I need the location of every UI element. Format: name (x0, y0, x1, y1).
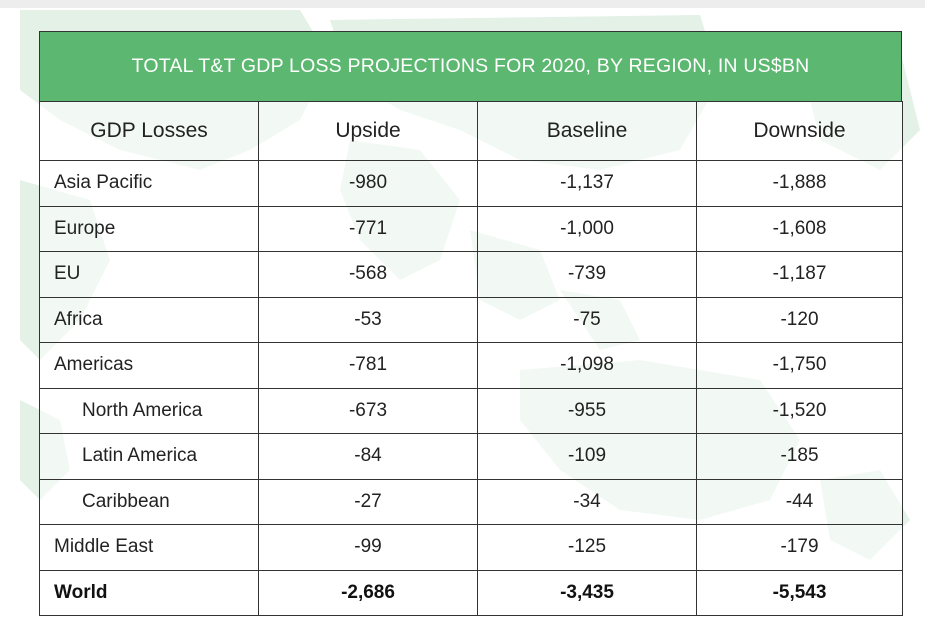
table-row: Europe -771 -1,000 -1,608 (39, 205, 903, 252)
downside-cell: -1,608 (696, 205, 903, 252)
top-strip (0, 0, 925, 8)
upside-cell: -84 (258, 433, 478, 480)
table-row: Caribbean -27 -34 -44 (39, 478, 903, 525)
baseline-cell: -1,000 (477, 205, 697, 252)
downside-cell: -179 (696, 524, 903, 571)
total-row: World -2,686 -3,435 -5,543 (39, 569, 903, 616)
downside-cell: -1,888 (696, 160, 903, 207)
upside-total-cell: -2,686 (258, 569, 478, 616)
upside-cell: -99 (258, 524, 478, 571)
upside-cell: -568 (258, 251, 478, 298)
downside-cell: -1,750 (696, 342, 903, 389)
gdp-loss-table-container: TOTAL T&T GDP LOSS PROJECTIONS FOR 2020,… (39, 31, 903, 616)
table-row: EU -568 -739 -1,187 (39, 251, 903, 298)
baseline-cell: -109 (477, 433, 697, 480)
upside-cell: -27 (258, 478, 478, 525)
baseline-cell: -1,098 (477, 342, 697, 389)
table-row: Middle East -99 -125 -179 (39, 524, 903, 571)
column-header-baseline: Baseline (477, 101, 697, 161)
region-cell: Caribbean (39, 478, 259, 525)
upside-cell: -673 (258, 387, 478, 434)
region-cell: Latin America (39, 433, 259, 480)
region-cell: Asia Pacific (39, 160, 259, 207)
baseline-cell: -739 (477, 251, 697, 298)
baseline-cell: -125 (477, 524, 697, 571)
table-row: Asia Pacific -980 -1,137 -1,888 (39, 160, 903, 207)
downside-cell: -1,187 (696, 251, 903, 298)
baseline-cell: -1,137 (477, 160, 697, 207)
downside-cell: -44 (696, 478, 903, 525)
downside-cell: -120 (696, 296, 903, 343)
region-cell: EU (39, 251, 259, 298)
region-cell: North America (39, 387, 259, 434)
table-row: Africa -53 -75 -120 (39, 296, 903, 343)
upside-cell: -980 (258, 160, 478, 207)
table-title: TOTAL T&T GDP LOSS PROJECTIONS FOR 2020,… (39, 31, 902, 101)
baseline-cell: -34 (477, 478, 697, 525)
region-cell: Middle East (39, 524, 259, 571)
downside-total-cell: -5,543 (696, 569, 903, 616)
column-header-gdp-losses: GDP Losses (39, 101, 259, 161)
baseline-total-cell: -3,435 (477, 569, 697, 616)
upside-cell: -781 (258, 342, 478, 389)
upside-cell: -771 (258, 205, 478, 252)
column-header-downside: Downside (696, 101, 903, 161)
region-cell: Africa (39, 296, 259, 343)
downside-cell: -185 (696, 433, 903, 480)
region-cell: Americas (39, 342, 259, 389)
table-row: Americas -781 -1,098 -1,750 (39, 342, 903, 389)
baseline-cell: -75 (477, 296, 697, 343)
downside-cell: -1,520 (696, 387, 903, 434)
region-cell-world: World (39, 569, 259, 616)
column-header-upside: Upside (258, 101, 478, 161)
header-row: GDP Losses Upside Baseline Downside (39, 101, 903, 161)
table-row: North America -673 -955 -1,520 (39, 387, 903, 434)
table-row: Latin America -84 -109 -185 (39, 433, 903, 480)
gdp-loss-table: GDP Losses Upside Baseline Downside Asia… (39, 101, 903, 616)
baseline-cell: -955 (477, 387, 697, 434)
region-cell: Europe (39, 205, 259, 252)
upside-cell: -53 (258, 296, 478, 343)
